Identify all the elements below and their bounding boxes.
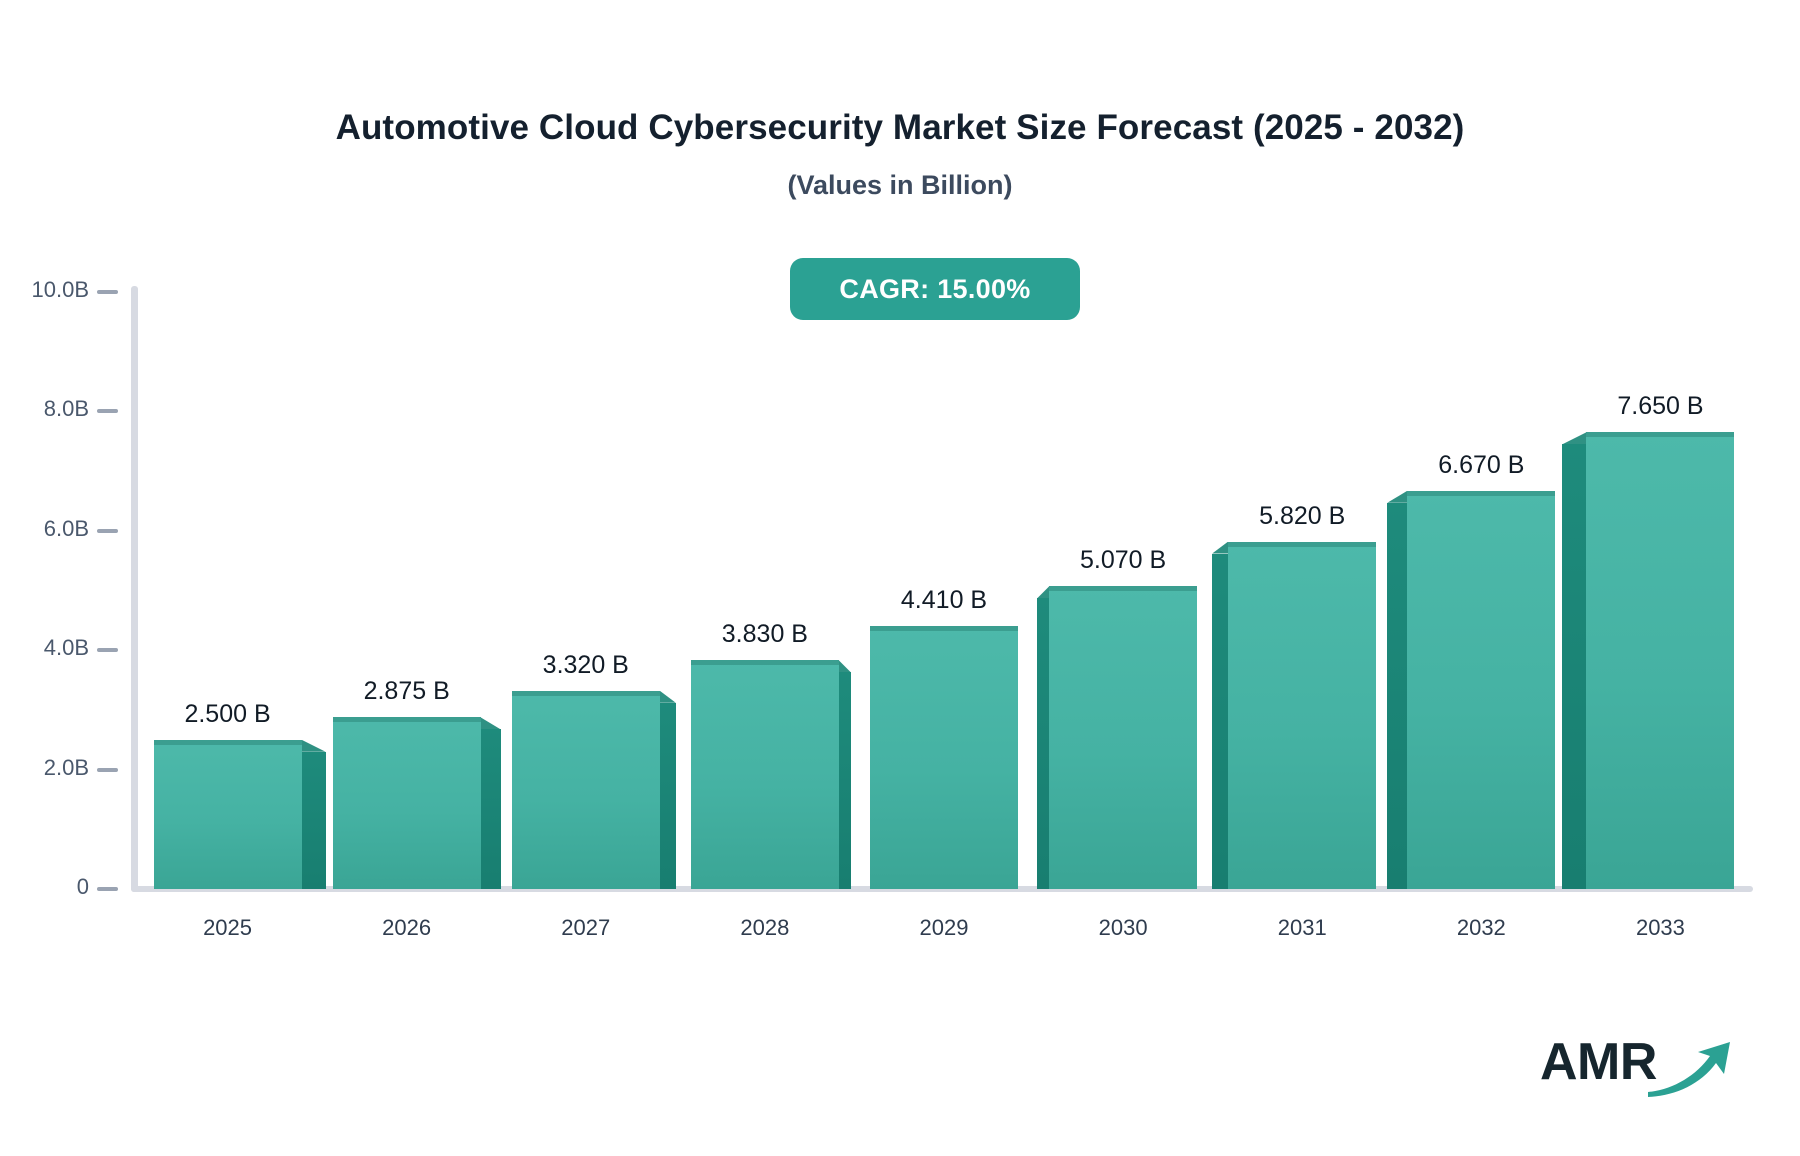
amr-logo: AMR <box>1540 1030 1730 1100</box>
bar-front-face <box>332 717 481 889</box>
x-axis-tick-label: 2031 <box>1277 915 1327 940</box>
bar-front-face <box>690 660 839 889</box>
x-axis-line <box>131 886 1753 892</box>
bar-value-label: 3.320 B <box>542 650 629 679</box>
y-axis-tick-label: 8.0B <box>43 396 89 422</box>
bar-value-label: 6.670 B <box>1438 450 1525 479</box>
y-axis-tick-mark <box>97 648 118 653</box>
bar-top-face <box>480 717 501 730</box>
y-axis-tick-mark <box>97 767 118 772</box>
bar-top-face <box>1212 541 1229 554</box>
bar[interactable]: 5.820 B <box>1212 502 1377 889</box>
bar-top-edge <box>1228 541 1377 547</box>
bar-side-face <box>480 729 501 889</box>
growth-arrow-icon <box>1648 1042 1730 1097</box>
page-title: Automotive Cloud Cybersecurity Market Si… <box>335 108 1465 147</box>
bar-top-edge <box>1586 432 1735 438</box>
bar-front-face <box>1228 541 1377 889</box>
bar-value-label: 5.820 B <box>1259 501 1346 530</box>
bar[interactable]: 7.650 B <box>1562 392 1735 889</box>
bar[interactable]: 4.410 B <box>870 586 1018 889</box>
bar-front-face <box>870 625 1018 889</box>
bar[interactable]: 3.320 B <box>511 651 676 889</box>
x-axis-tick-label: 2033 <box>1635 915 1685 940</box>
y-axis-tick-mark <box>97 887 118 891</box>
bar-front-face <box>1407 490 1556 889</box>
bar-top-face <box>301 739 326 752</box>
bar-value-label: 7.650 B <box>1617 392 1704 421</box>
y-axis-line <box>131 286 138 892</box>
bar-front-face <box>1586 432 1735 889</box>
bar-side-face <box>1037 598 1050 889</box>
bar-top-edge <box>153 739 302 745</box>
y-axis-tick-label: 2.0B <box>43 754 89 780</box>
bar-front-face <box>153 739 302 889</box>
bar-top-face <box>1037 586 1050 599</box>
bar-top-face <box>838 660 851 673</box>
bar-top-face <box>1562 432 1587 445</box>
amr-wordmark: AMR <box>1540 1033 1657 1091</box>
x-axis-tick-label: 2027 <box>561 915 611 940</box>
x-axis-tick-label: 2030 <box>1098 915 1148 940</box>
bar-side-face <box>301 751 326 889</box>
x-axis-tick-label: 2025 <box>203 915 253 940</box>
bar-side-face <box>659 702 676 889</box>
bar-front-face <box>511 690 660 889</box>
bar-top-face <box>659 690 676 703</box>
bar[interactable]: 5.070 B <box>1037 546 1198 889</box>
y-axis-tick-label: 4.0B <box>43 635 89 661</box>
bar-side-face <box>838 672 851 889</box>
bar-top-edge <box>1407 490 1556 496</box>
bar-top-face <box>1387 490 1408 503</box>
bar-top-edge <box>332 717 481 723</box>
bar-side-face <box>1562 444 1587 889</box>
bar-top-edge <box>870 625 1018 631</box>
x-axis-tick-label: 2028 <box>740 915 790 940</box>
bar-value-label: 5.070 B <box>1080 546 1167 575</box>
y-axis-tick-label: 6.0B <box>43 515 89 541</box>
y-axis-tick-mark <box>97 528 118 533</box>
bar[interactable]: 2.875 B <box>332 677 501 889</box>
bar[interactable]: 2.500 B <box>153 700 326 889</box>
bar[interactable]: 6.670 B <box>1387 451 1556 889</box>
cagr-badge: CAGR: 15.00% <box>790 258 1080 320</box>
x-axis-tick-label: 2029 <box>919 915 969 940</box>
bar-side-face <box>1212 553 1229 889</box>
bar-side-face <box>1387 502 1408 889</box>
bar-top-edge <box>1049 586 1198 592</box>
bar-top-edge <box>511 690 660 696</box>
y-axis-tick-label: 0 <box>76 874 89 899</box>
y-axis-tick-label: 10.0B <box>31 277 90 302</box>
chart-subtitle: (Values in Billion) <box>787 170 1013 200</box>
x-axis-tick-label: 2032 <box>1456 915 1506 940</box>
bar[interactable]: 3.830 B <box>690 620 851 889</box>
y-axis-tick-mark <box>97 409 118 414</box>
bar-top-edge <box>690 660 839 666</box>
bar-front-face <box>1049 586 1198 889</box>
x-axis-tick-label: 2026 <box>382 915 432 940</box>
bar-value-label: 2.875 B <box>363 677 450 706</box>
bar-value-label: 4.410 B <box>900 585 988 614</box>
y-axis-tick-mark <box>97 290 118 294</box>
bar-value-label: 3.830 B <box>721 620 808 649</box>
bar-value-label: 2.500 B <box>184 699 271 728</box>
